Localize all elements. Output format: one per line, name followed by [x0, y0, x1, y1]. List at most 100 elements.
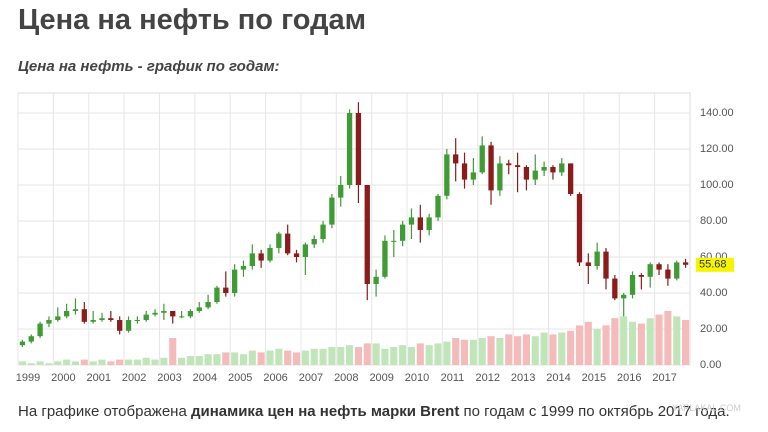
candle-body: [28, 336, 34, 342]
volume-bar: [133, 359, 141, 365]
x-tick-label: 2011: [441, 372, 465, 384]
candle-body: [231, 269, 238, 293]
x-tick-label: 2016: [617, 372, 641, 384]
volume-bar: [284, 350, 292, 365]
watermark: YAPLAKAL.COM: [672, 403, 741, 413]
candle-body: [550, 167, 556, 173]
x-tick-label: 2008: [334, 372, 358, 384]
candle-body: [311, 239, 317, 245]
candle-body: [567, 163, 574, 194]
candle-body: [585, 262, 591, 266]
candle-body: [320, 224, 326, 239]
candle-body: [647, 264, 653, 277]
candle-body: [426, 217, 432, 230]
candle-body: [99, 318, 105, 320]
caption-text: На графике отображена: [18, 403, 191, 420]
y-tick-label: 0.00: [700, 359, 721, 371]
volume-bar: [116, 359, 124, 365]
x-tick-label: 2004: [193, 372, 217, 384]
candle-body: [267, 248, 273, 261]
volume-bar: [80, 359, 88, 365]
candle-body: [682, 262, 689, 265]
volume-bar: [514, 336, 522, 365]
volume-bar: [363, 343, 371, 365]
volume-bar: [107, 361, 115, 365]
volume-bar: [248, 350, 256, 365]
candle-body: [329, 197, 335, 225]
volume-bar: [425, 345, 433, 365]
candle-body: [346, 113, 353, 185]
volume-bar: [195, 356, 203, 365]
y-tick-label: 100.00: [700, 179, 734, 191]
volume-bar: [213, 354, 221, 365]
candle-body: [55, 316, 61, 320]
volume-bar: [478, 338, 486, 365]
volume-bar: [319, 348, 327, 365]
volume-bar: [160, 357, 168, 365]
volume-bar: [275, 348, 283, 365]
volume-bar: [18, 361, 26, 365]
chart: 0.0020.0040.0060.0080.00100.00120.00140.…: [16, 92, 734, 384]
x-tick-label: 2017: [652, 372, 676, 384]
chart-subtitle: Цена на нефть - график по годам:: [18, 58, 280, 75]
x-tick-label: 2006: [263, 372, 287, 384]
volume-bar: [301, 350, 309, 365]
candle-body: [143, 314, 149, 320]
candle-body: [408, 217, 415, 225]
caption-bold: динамика цен на нефть марки Brent: [190, 403, 460, 420]
candle-body: [594, 251, 600, 266]
x-tick-label: 2010: [405, 372, 429, 384]
candle-body: [72, 309, 79, 311]
volume-bar: [45, 363, 53, 365]
volume-bar: [602, 325, 610, 365]
volume-bar: [266, 350, 274, 365]
x-tick-label: 2013: [511, 372, 535, 384]
candle-body: [461, 163, 468, 180]
volume-bar: [186, 356, 194, 365]
volume-bar: [151, 359, 159, 365]
y-tick-label: 40.00: [700, 287, 728, 299]
volume-bar: [664, 311, 672, 365]
volume-bar: [452, 338, 460, 365]
last-price-box: [696, 257, 734, 272]
volume-bar: [346, 345, 354, 365]
volume-bar: [204, 354, 212, 365]
candle-body: [665, 269, 671, 279]
candle-body: [223, 287, 229, 293]
candle-body: [170, 311, 176, 317]
x-tick-label: 1999: [16, 372, 40, 384]
volume-bar: [531, 336, 539, 365]
candle-body: [134, 320, 141, 321]
volume-bar: [407, 347, 416, 365]
volume-bar: [549, 334, 557, 365]
candle-body: [470, 172, 477, 180]
candle-body: [214, 287, 220, 302]
y-tick-label: 120.00: [700, 143, 734, 155]
x-tick-label: 2000: [51, 372, 75, 384]
candle-body: [205, 302, 211, 308]
candle-body: [285, 233, 291, 254]
candle-body: [355, 113, 362, 185]
volume-bar: [124, 359, 133, 365]
x-tick-label: 2015: [582, 372, 606, 384]
candle-body: [576, 194, 583, 263]
volume-bar: [310, 348, 318, 365]
candle-body: [506, 163, 512, 166]
candle-body: [621, 294, 627, 299]
volume-bar: [239, 354, 248, 365]
candle-body: [81, 309, 87, 322]
y-tick-label: 80.00: [700, 215, 728, 227]
candle-body: [178, 316, 185, 318]
volume-bar: [540, 332, 548, 365]
volume-bar: [584, 321, 592, 365]
volume-bar: [487, 336, 495, 365]
volume-bar: [496, 338, 504, 365]
y-tick-label: 140.00: [700, 107, 734, 119]
x-tick-label: 2005: [228, 372, 252, 384]
candle-body: [417, 217, 423, 230]
volume-bar: [628, 321, 637, 365]
candle-body: [63, 311, 70, 317]
x-tick-label: 2009: [369, 372, 393, 384]
candle-body: [612, 278, 618, 299]
